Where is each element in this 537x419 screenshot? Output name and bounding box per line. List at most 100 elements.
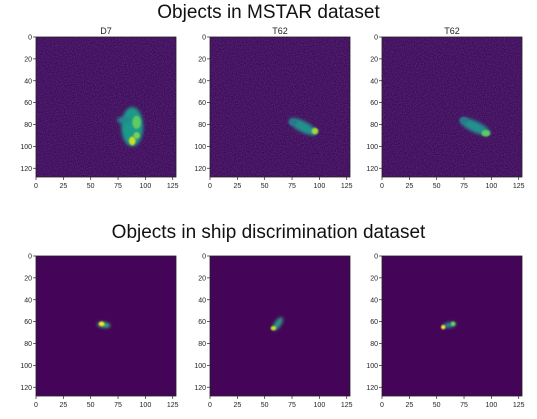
y-tick-label: 60 bbox=[370, 100, 378, 107]
y-tick-label: 120 bbox=[20, 166, 32, 173]
y-tick-label: 40 bbox=[24, 297, 32, 304]
x-tick-label: 100 bbox=[314, 402, 326, 409]
target-blob bbox=[311, 127, 319, 135]
y-tick-label: 100 bbox=[366, 144, 378, 151]
y-tick-label: 20 bbox=[24, 56, 32, 63]
x-tick-label: 50 bbox=[261, 183, 269, 190]
target-blob bbox=[116, 116, 131, 124]
target-blob bbox=[459, 118, 491, 136]
x-tick-label: 50 bbox=[433, 402, 441, 409]
y-tick-label: 120 bbox=[194, 166, 206, 173]
x-tick-label: 100 bbox=[486, 402, 498, 409]
y-tick-label: 60 bbox=[370, 319, 378, 326]
target-blob bbox=[459, 116, 469, 124]
x-tick-label: 75 bbox=[460, 402, 468, 409]
y-tick-label: 60 bbox=[198, 100, 206, 107]
y-tick-label: 100 bbox=[20, 363, 32, 370]
y-tick-label: 80 bbox=[370, 122, 378, 129]
y-tick-label: 40 bbox=[370, 297, 378, 304]
panel-1-2: 0 25 50 75 100 125 0 20 40 60 80 100 120 bbox=[366, 254, 524, 410]
y-tick-label: 40 bbox=[370, 78, 378, 85]
x-tick-label: 25 bbox=[233, 402, 241, 409]
x-tick-label: 100 bbox=[140, 183, 152, 190]
y-tick-label: 100 bbox=[366, 363, 378, 370]
y-tick-label: 20 bbox=[24, 275, 32, 282]
x-tick-label: 100 bbox=[486, 183, 498, 190]
section-title-mstar: Objects in MSTAR dataset bbox=[157, 2, 380, 23]
panel-1-1: 0 25 50 75 100 125 0 20 40 60 80 100 120 bbox=[194, 254, 352, 410]
section-title-ship: Objects in ship discrimination dataset bbox=[111, 222, 426, 243]
target-blob bbox=[450, 321, 456, 326]
y-tick-label: 20 bbox=[198, 275, 206, 282]
y-tick-label: 0 bbox=[374, 254, 378, 261]
x-tick-label: 75 bbox=[114, 402, 122, 409]
y-tick-label: 60 bbox=[24, 319, 32, 326]
plot-frame bbox=[209, 36, 351, 178]
x-tick-label: 0 bbox=[34, 183, 38, 190]
x-tick-label: 100 bbox=[140, 402, 152, 409]
x-tick-label: 75 bbox=[288, 183, 296, 190]
panel-1-0: 0 25 50 75 100 125 0 20 40 60 80 100 120 bbox=[20, 254, 178, 410]
panel-title: T62 bbox=[444, 26, 460, 36]
x-tick-label: 25 bbox=[59, 183, 67, 190]
y-tick-label: 0 bbox=[202, 254, 206, 261]
y-tick-label: 100 bbox=[194, 363, 206, 370]
target-blob bbox=[288, 119, 298, 126]
y-tick-label: 80 bbox=[24, 341, 32, 348]
target-blob bbox=[128, 136, 136, 146]
target-blob bbox=[98, 321, 105, 326]
y-tick-label: 120 bbox=[366, 385, 378, 392]
panel-0-1: T62 0 25 50 75 100 125 0 20 40 60 80 100 120 bbox=[194, 26, 352, 190]
x-tick-label: 75 bbox=[288, 402, 296, 409]
x-tick-label: 25 bbox=[59, 402, 67, 409]
panel-0-0: D7 0 25 50 75 100 125 0 20 40 60 80 100 120 bbox=[20, 26, 178, 190]
y-tick-label: 40 bbox=[198, 78, 206, 85]
x-tick-label: 25 bbox=[233, 183, 241, 190]
x-tick-label: 50 bbox=[87, 402, 95, 409]
target-blob bbox=[133, 132, 140, 139]
y-tick-label: 120 bbox=[366, 166, 378, 173]
plot-frame bbox=[35, 255, 177, 397]
plot-frame bbox=[381, 36, 523, 178]
y-tick-label: 40 bbox=[24, 78, 32, 85]
y-tick-label: 20 bbox=[198, 56, 206, 63]
y-tick-label: 100 bbox=[20, 144, 32, 151]
y-tick-label: 0 bbox=[28, 35, 32, 42]
panel-title: T62 bbox=[272, 26, 288, 36]
y-tick-label: 0 bbox=[28, 254, 32, 261]
y-tick-label: 120 bbox=[20, 385, 32, 392]
y-tick-label: 0 bbox=[202, 35, 206, 42]
image-noise bbox=[210, 37, 350, 177]
target-blob bbox=[270, 326, 277, 331]
y-tick-label: 20 bbox=[370, 56, 378, 63]
x-tick-label: 125 bbox=[167, 402, 179, 409]
target-blob bbox=[481, 129, 491, 137]
x-tick-label: 125 bbox=[341, 402, 353, 409]
x-tick-label: 50 bbox=[433, 183, 441, 190]
x-tick-label: 100 bbox=[314, 183, 326, 190]
y-tick-label: 80 bbox=[24, 122, 32, 129]
target-blob bbox=[441, 324, 446, 330]
x-tick-label: 50 bbox=[261, 402, 269, 409]
x-tick-label: 0 bbox=[208, 183, 212, 190]
panel-0-2: T62 0 25 50 75 100 125 0 20 40 60 80 100 120 bbox=[366, 26, 524, 190]
x-tick-label: 25 bbox=[405, 183, 413, 190]
image-noise bbox=[382, 37, 522, 177]
x-tick-label: 75 bbox=[114, 183, 122, 190]
x-tick-label: 0 bbox=[34, 402, 38, 409]
image-noise bbox=[36, 37, 176, 177]
y-tick-label: 60 bbox=[198, 319, 206, 326]
target-blob bbox=[132, 115, 141, 129]
panel-title: D7 bbox=[100, 26, 112, 36]
y-tick-label: 20 bbox=[370, 275, 378, 282]
plot-frame bbox=[209, 255, 351, 397]
y-tick-label: 0 bbox=[374, 35, 378, 42]
x-tick-label: 75 bbox=[460, 183, 468, 190]
x-tick-label: 125 bbox=[513, 183, 525, 190]
y-tick-label: 80 bbox=[198, 122, 206, 129]
plot-frame bbox=[381, 255, 523, 397]
x-tick-label: 125 bbox=[341, 183, 353, 190]
x-tick-label: 0 bbox=[380, 402, 384, 409]
x-tick-label: 0 bbox=[208, 402, 212, 409]
